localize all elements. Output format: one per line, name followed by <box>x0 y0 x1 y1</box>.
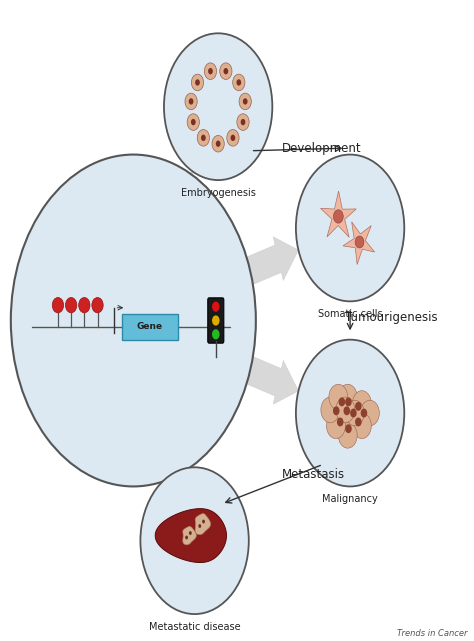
Circle shape <box>201 135 206 141</box>
FancyBboxPatch shape <box>122 314 178 340</box>
Circle shape <box>191 74 204 91</box>
Text: Tumourigenesis: Tumourigenesis <box>346 311 438 324</box>
Text: Somatic cells: Somatic cells <box>318 309 383 319</box>
Circle shape <box>346 400 364 426</box>
Circle shape <box>92 297 103 313</box>
Circle shape <box>338 422 357 448</box>
Circle shape <box>329 385 348 410</box>
Circle shape <box>185 93 197 110</box>
Circle shape <box>212 329 219 340</box>
Circle shape <box>355 402 362 411</box>
Circle shape <box>327 413 346 438</box>
Circle shape <box>216 140 220 147</box>
Circle shape <box>361 408 367 417</box>
Text: Trends in Cancer: Trends in Cancer <box>397 629 468 638</box>
Circle shape <box>197 129 210 146</box>
Circle shape <box>239 93 251 110</box>
Polygon shape <box>247 237 299 285</box>
Text: Malignancy: Malignancy <box>322 494 378 504</box>
Circle shape <box>296 340 404 487</box>
Polygon shape <box>195 513 211 535</box>
Circle shape <box>345 424 352 433</box>
Circle shape <box>189 531 192 535</box>
Polygon shape <box>183 526 196 545</box>
Circle shape <box>11 154 256 487</box>
Circle shape <box>237 113 249 130</box>
Circle shape <box>243 98 247 104</box>
Circle shape <box>198 524 201 528</box>
Polygon shape <box>167 167 201 208</box>
Text: Metastasis: Metastasis <box>282 469 345 481</box>
Circle shape <box>164 33 273 180</box>
Polygon shape <box>155 509 227 563</box>
Circle shape <box>65 297 77 313</box>
FancyBboxPatch shape <box>208 298 224 343</box>
Circle shape <box>344 406 350 415</box>
Circle shape <box>197 78 239 135</box>
Circle shape <box>212 301 219 312</box>
Polygon shape <box>247 356 299 404</box>
Circle shape <box>187 113 200 130</box>
Circle shape <box>202 520 205 524</box>
Circle shape <box>227 129 239 146</box>
Circle shape <box>195 79 200 86</box>
Circle shape <box>338 385 357 410</box>
Circle shape <box>355 236 364 248</box>
Circle shape <box>333 210 343 223</box>
Circle shape <box>230 135 235 141</box>
Text: Development: Development <box>282 142 361 154</box>
Circle shape <box>345 397 352 406</box>
Circle shape <box>233 74 245 91</box>
Text: Metastatic disease: Metastatic disease <box>149 622 240 632</box>
Circle shape <box>353 413 371 438</box>
Circle shape <box>321 397 340 422</box>
Circle shape <box>140 467 249 614</box>
Circle shape <box>220 63 232 79</box>
Circle shape <box>337 417 344 426</box>
Circle shape <box>185 536 188 540</box>
Circle shape <box>212 315 219 326</box>
Circle shape <box>212 135 224 152</box>
Circle shape <box>208 68 213 74</box>
Circle shape <box>191 119 196 125</box>
Circle shape <box>333 406 339 415</box>
Circle shape <box>189 98 193 104</box>
Circle shape <box>79 297 90 313</box>
Circle shape <box>241 119 246 125</box>
Circle shape <box>204 63 217 79</box>
Circle shape <box>360 400 379 426</box>
Circle shape <box>296 154 404 301</box>
Circle shape <box>224 68 228 74</box>
Polygon shape <box>343 222 374 265</box>
Circle shape <box>52 297 64 313</box>
Circle shape <box>336 397 355 422</box>
Circle shape <box>338 397 345 406</box>
Text: Embryogenesis: Embryogenesis <box>181 188 255 198</box>
Circle shape <box>237 79 241 86</box>
Polygon shape <box>320 191 356 237</box>
Circle shape <box>353 391 371 416</box>
Circle shape <box>350 408 357 417</box>
Circle shape <box>355 417 362 426</box>
Text: Gene: Gene <box>137 322 163 331</box>
